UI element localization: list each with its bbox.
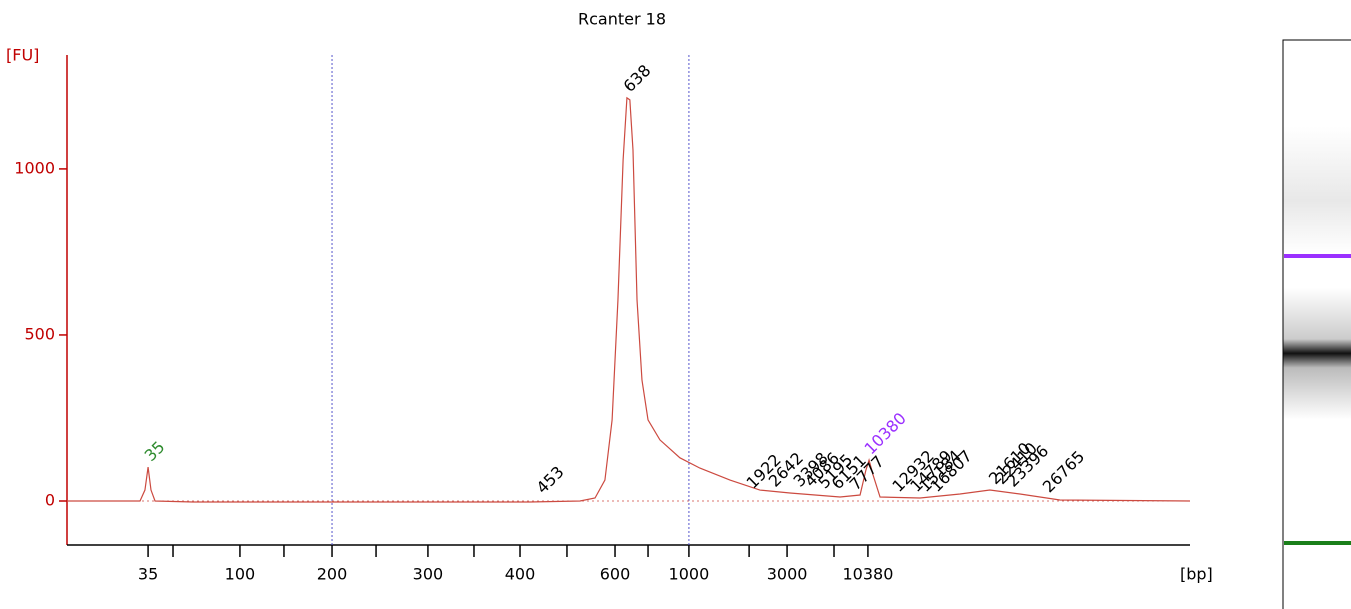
x-tick-label: 1000 bbox=[669, 565, 710, 584]
x-tick-label: 200 bbox=[317, 565, 348, 584]
gel-background bbox=[1282, 39, 1351, 609]
y-tick-label: 0 bbox=[45, 490, 55, 509]
peak-label: 35 bbox=[141, 437, 169, 465]
x-tick-label: 10380 bbox=[842, 565, 893, 584]
peak-label: 10380 bbox=[860, 409, 909, 458]
x-tick-label: 100 bbox=[225, 565, 256, 584]
chart-title: Rcanter 18 bbox=[578, 10, 666, 29]
y-tick-label: 1000 bbox=[14, 158, 55, 177]
gel-lane bbox=[1282, 39, 1351, 609]
peak-label: 638 bbox=[620, 61, 655, 96]
x-tick-label: 600 bbox=[600, 565, 631, 584]
y-tick-label: 500 bbox=[24, 324, 55, 343]
x-tick-label: 35 bbox=[138, 565, 158, 584]
x-tick-label: 300 bbox=[413, 565, 444, 584]
peak-label: 453 bbox=[533, 462, 568, 497]
x-tick-label: 3000 bbox=[767, 565, 808, 584]
trace-line bbox=[67, 96, 1191, 503]
x-tick-label: 400 bbox=[505, 565, 536, 584]
y-axis-label: [FU] bbox=[6, 46, 39, 65]
x-axis-label: [bp] bbox=[1180, 565, 1213, 584]
